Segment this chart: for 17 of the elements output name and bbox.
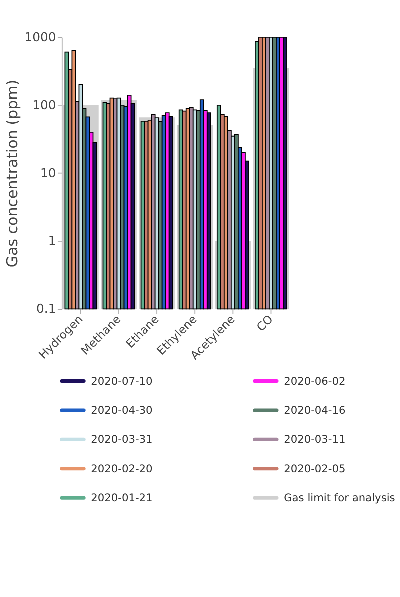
legend-label: 2020-03-31	[91, 433, 153, 446]
legend-label: 2020-03-11	[284, 433, 346, 446]
legend-label: 2020-04-30	[91, 404, 154, 418]
x-tick-label: CO	[254, 312, 276, 334]
y-tick-label: 0.1	[36, 302, 56, 316]
legend-label: 2020-01-21	[91, 492, 153, 505]
legend-label: 2020-06-02	[284, 374, 346, 388]
y-tick-label: 10	[40, 166, 56, 180]
y-tick-label: 1	[48, 234, 56, 248]
legend-label: 2020-02-05	[284, 462, 346, 476]
y-tick-label: 1000	[24, 30, 56, 44]
legend-label: 2020-04-16	[284, 404, 346, 418]
y-tick-label: 100	[32, 98, 56, 112]
legend-label: 2020-02-20	[91, 462, 154, 476]
legend-label: 2020-07-10	[91, 374, 154, 388]
legend-label: Gas limit for analysis	[284, 492, 396, 505]
y-axis-title: Gas concentration (ppm)	[4, 80, 22, 268]
